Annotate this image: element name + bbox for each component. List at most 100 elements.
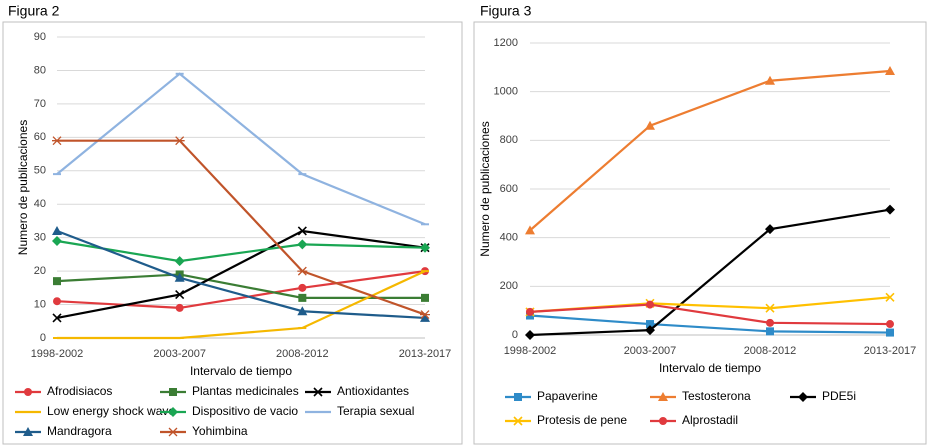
data-point xyxy=(645,325,655,336)
legend-label: Terapia sexual xyxy=(337,404,414,418)
panel-border xyxy=(2,21,463,445)
data-point xyxy=(885,204,895,215)
y-tick-label: 60 xyxy=(34,131,46,143)
legend-marker xyxy=(169,388,177,396)
legend-label: Dispositivo de vacio xyxy=(192,404,298,418)
legend-label: Low energy shock wave xyxy=(47,404,175,418)
legend-marker xyxy=(658,392,668,401)
legend-marker xyxy=(514,393,522,401)
series-line xyxy=(56,229,426,320)
data-point xyxy=(525,330,535,340)
series-line xyxy=(529,69,891,232)
data-point xyxy=(52,313,62,323)
y-tick-label: 600 xyxy=(500,183,518,195)
legend-label: Protesis de pene xyxy=(537,413,627,427)
y-tick-label: 30 xyxy=(34,232,46,244)
chart-title: Figura 3 xyxy=(480,3,532,19)
series-line xyxy=(56,239,426,263)
data-point xyxy=(297,306,308,316)
data-point xyxy=(765,75,775,85)
legend-label: Afrodisiacos xyxy=(47,384,112,398)
legend-marker xyxy=(168,427,178,437)
x-tick-label: 1998-2002 xyxy=(31,348,84,360)
x-tick-label: 2013-2017 xyxy=(399,348,452,360)
data-point xyxy=(420,242,430,253)
x-axis-title: Intervalo de tiempo xyxy=(190,364,292,378)
y-tick-label: 20 xyxy=(34,265,46,277)
data-point xyxy=(886,328,894,337)
legend-label: Plantas medicinales xyxy=(192,384,299,398)
legend-marker xyxy=(313,387,323,397)
data-point xyxy=(175,289,185,300)
y-axis-title: Numero de publicaciones xyxy=(478,121,492,256)
x-tick-label: 2013-2017 xyxy=(864,345,917,357)
y-tick-label: 90 xyxy=(34,31,46,43)
y-tick-label: 1000 xyxy=(494,86,518,98)
data-point xyxy=(526,307,534,316)
chart-title: Figura 2 xyxy=(8,3,60,19)
legend-label: Yohimbina xyxy=(192,424,248,438)
series-line xyxy=(57,270,426,340)
legend-label: PDE5i xyxy=(822,389,856,403)
data-point xyxy=(765,224,775,235)
data-point xyxy=(52,136,62,146)
x-tick-label: 1998-2002 xyxy=(504,345,557,357)
y-tick-label: 70 xyxy=(34,98,46,110)
y-axis-title: Numero de publicaciones xyxy=(16,120,30,255)
legend-label: Antioxidantes xyxy=(337,384,409,398)
legend-marker xyxy=(659,417,667,425)
data-point xyxy=(298,283,307,292)
data-point xyxy=(885,292,895,302)
data-point xyxy=(175,303,184,312)
data-point xyxy=(421,293,429,302)
series-line xyxy=(56,229,426,320)
data-point xyxy=(420,310,430,320)
data-point xyxy=(646,300,654,309)
data-point xyxy=(53,277,61,286)
legend-marker xyxy=(513,416,523,426)
series-line xyxy=(57,139,426,316)
legend-label: Alprostadil xyxy=(682,413,738,427)
legend-marker xyxy=(23,427,33,436)
y-tick-label: 0 xyxy=(40,332,46,344)
series-line xyxy=(56,270,426,310)
y-tick-label: 0 xyxy=(512,329,518,341)
legend-marker xyxy=(24,388,32,396)
data-point xyxy=(525,225,535,235)
data-point xyxy=(52,236,62,247)
data-point xyxy=(885,65,895,75)
data-point xyxy=(174,256,185,267)
data-point xyxy=(174,136,185,146)
data-point xyxy=(420,312,430,322)
y-tick-label: 10 xyxy=(34,298,46,310)
y-tick-label: 800 xyxy=(500,134,518,146)
legend-label: Testosterona xyxy=(682,389,751,403)
data-point xyxy=(646,320,654,329)
series-line xyxy=(529,208,891,337)
legend-marker xyxy=(798,392,808,402)
data-point xyxy=(52,225,62,235)
data-point xyxy=(298,293,307,302)
legend-marker xyxy=(168,407,178,417)
series-line xyxy=(529,303,891,326)
x-axis-title: Intervalo de tiempo xyxy=(659,361,761,375)
series-line xyxy=(56,273,425,299)
data-point xyxy=(886,320,894,329)
panel-border xyxy=(473,21,927,445)
data-point xyxy=(297,226,307,236)
series-line xyxy=(529,314,891,334)
data-point xyxy=(645,120,655,130)
y-tick-label: 400 xyxy=(500,232,518,244)
data-point xyxy=(297,266,308,276)
data-point xyxy=(766,318,774,327)
data-point xyxy=(766,327,774,336)
data-point xyxy=(765,303,775,313)
x-tick-label: 2003-2007 xyxy=(624,345,677,357)
series-line xyxy=(56,72,426,226)
y-tick-label: 80 xyxy=(34,64,46,76)
data-point xyxy=(174,272,185,282)
y-tick-label: 1200 xyxy=(494,37,518,49)
y-tick-label: 200 xyxy=(500,280,518,292)
